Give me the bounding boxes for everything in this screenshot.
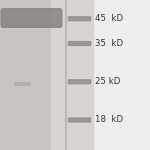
Text: 45  kD: 45 kD (95, 14, 123, 23)
FancyBboxPatch shape (68, 118, 91, 122)
FancyBboxPatch shape (68, 42, 91, 45)
FancyBboxPatch shape (15, 83, 30, 85)
FancyBboxPatch shape (68, 17, 91, 21)
FancyBboxPatch shape (1, 9, 62, 27)
FancyBboxPatch shape (68, 80, 91, 84)
Text: 18  kD: 18 kD (95, 116, 123, 124)
Bar (64, 0, 66, 150)
Bar (51, 0, 93, 150)
Bar (0, 0, 51, 150)
Text: 35  kD: 35 kD (95, 39, 123, 48)
Text: 25 kD: 25 kD (95, 77, 121, 86)
